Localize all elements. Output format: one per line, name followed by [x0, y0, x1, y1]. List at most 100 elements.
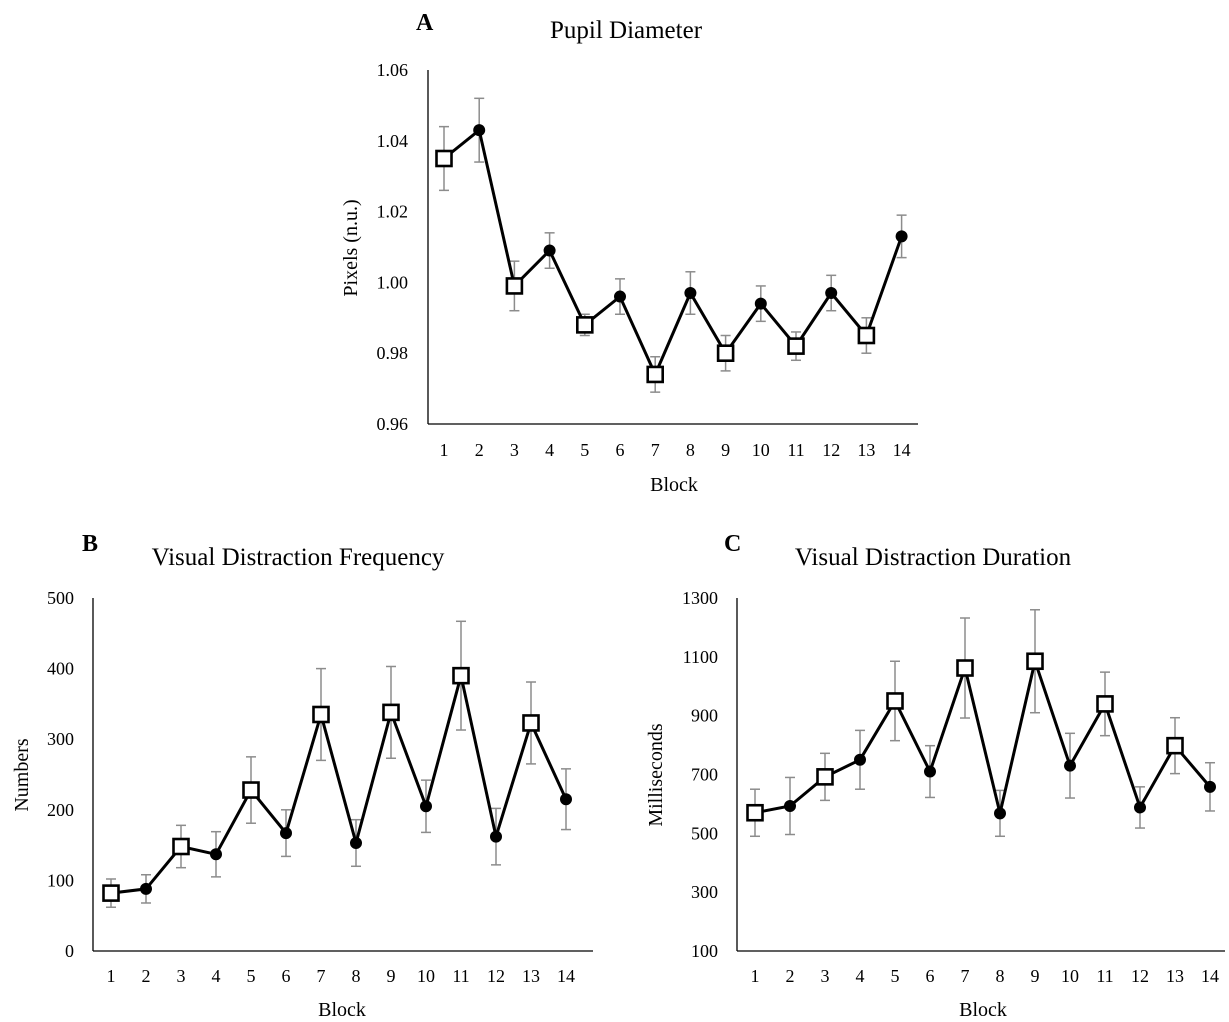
panel-b-x-tick-label: 13 [522, 966, 540, 986]
panel-b-x-tick-label: 9 [387, 966, 396, 986]
panel-c-data-point-filled-circle [924, 765, 936, 778]
panel-c-data-point-open-square [1026, 652, 1044, 671]
panel-c-x-axis-label: Block [959, 999, 1007, 1021]
panel-b-y-tick-label: 400 [47, 659, 74, 679]
panel-a-x-tick-label: 9 [721, 440, 730, 460]
panel-c-error-bars [750, 609, 1215, 838]
panel-a-x-tick-label: 11 [787, 440, 804, 460]
panel-b-data-point-filled-circle [490, 830, 502, 843]
panel-c-letter: C [724, 531, 741, 557]
panel-c-data-point-filled-circle [1064, 759, 1076, 772]
panel-a-y-tick-label: 1.06 [377, 60, 409, 80]
panel-b-x-tick-label: 2 [142, 966, 151, 986]
panel-b-x-tick-label: 8 [352, 966, 361, 986]
panel-c-x-tick-label: 13 [1166, 966, 1184, 986]
panel-c-title: Visual Distraction Duration [795, 544, 1072, 571]
panel-a-x-tick-label: 1 [440, 440, 449, 460]
panel-a-x-tick-label: 4 [545, 440, 554, 460]
panel-a-data-point-open-square [575, 316, 594, 334]
panel-a-axes [427, 70, 918, 425]
panel-b-letter: B [82, 531, 98, 557]
panel-a-data-point-filled-circle [473, 124, 486, 137]
panel-a-ticks: 0.960.981.001.021.041.061 2 3 4 5 6 7 8 9 10 11 12 1… [377, 60, 911, 460]
panel-b-x-tick-label: 6 [282, 966, 291, 986]
panel-a-series-line [443, 127, 904, 379]
panel-a-data-point-open-square [646, 365, 665, 384]
panel-a-data-point-filled-circle [825, 287, 838, 300]
panel-a-x-tick-label: 3 [510, 440, 519, 460]
panel-a-data-point-open-square [857, 326, 876, 345]
panel-a-x-tick-label: 7 [651, 440, 660, 460]
panel-c-y-tick-label: 1300 [682, 588, 718, 608]
panel-a-x-tick-label: 6 [616, 440, 625, 460]
panel-c-x-tick-label: 14 [1201, 966, 1219, 986]
panel-b-data-point-filled-circle [560, 793, 572, 806]
panel-c-data-point-open-square [816, 768, 834, 786]
panel-a-x-tick-label: 14 [893, 440, 911, 460]
panel-c-y-axis-label: Milliseconds [645, 723, 667, 827]
panel-b-data-point-filled-circle [350, 836, 362, 849]
panel-c-x-tick-label: 5 [891, 966, 900, 986]
panel-b-data-point-filled-circle [210, 848, 222, 861]
panel-b-series-polyline [110, 675, 568, 895]
panel-c-markers [746, 652, 1216, 822]
panel-a-data-point-open-square [787, 337, 805, 355]
panel-c-x-tick-label: 8 [996, 966, 1005, 986]
panel-b-x-tick-label: 10 [417, 966, 435, 986]
panel-a-y-tick-label: 1.04 [377, 131, 409, 151]
panel-b-visual-distraction-frequency: B Visual Distraction Frequency Numbers B… [11, 531, 593, 1021]
panel-a-x-axis-label: Block [650, 474, 698, 496]
panel-a-data-point-filled-circle [684, 287, 697, 300]
panel-c-y-tick-label: 1100 [683, 647, 718, 667]
panel-b-data-point-open-square [452, 666, 470, 685]
panel-c-x-tick-label: 9 [1031, 966, 1040, 986]
panel-c-visual-distraction-duration: C Visual Distraction Duration Millisecon… [645, 531, 1225, 1021]
panel-a-x-tick-label: 8 [686, 440, 695, 460]
panel-a-data-point-open-square [505, 277, 524, 295]
panel-b-data-point-filled-circle [140, 882, 152, 895]
panel-b-data-point-open-square [172, 837, 190, 856]
panel-b-x-tick-label: 5 [247, 966, 256, 986]
panel-a-x-tick-label: 13 [857, 440, 875, 460]
panel-b-y-axis-label: Numbers [11, 738, 33, 812]
panel-c-x-tick-label: 12 [1131, 966, 1149, 986]
panel-c-y-tick-label: 700 [691, 765, 718, 785]
panel-b-data-point-open-square [382, 703, 400, 722]
panel-c-x-tick-label: 1 [751, 966, 760, 986]
panel-b-error-bars [106, 620, 571, 908]
panel-b-data-point-filled-circle [280, 827, 292, 840]
panel-c-axes [736, 598, 1225, 952]
panel-c-data-point-open-square [746, 803, 764, 822]
panel-b-data-point-open-square [102, 884, 120, 902]
panel-b-y-tick-label: 0 [65, 941, 74, 961]
panel-a-data-point-filled-circle [543, 244, 556, 257]
panel-a-x-tick-label: 5 [580, 440, 589, 460]
panel-c-x-tick-label: 6 [926, 966, 935, 986]
panel-a-x-tick-label: 10 [752, 440, 770, 460]
panel-b-y-tick-label: 300 [47, 729, 74, 749]
panel-b-x-tick-label: 7 [317, 966, 326, 986]
panel-b-title: Visual Distraction Frequency [152, 544, 445, 571]
panel-b-data-point-open-square [242, 781, 260, 799]
panel-c-data-point-open-square [886, 692, 904, 710]
panel-a-letter: A [416, 10, 434, 36]
panel-c-y-tick-label: 500 [691, 823, 718, 843]
panel-a-pupil-diameter: A Pupil Diameter Pixels (n.u.) Block 0.9… [340, 10, 918, 496]
panel-a-y-axis-label: Pixels (n.u.) [340, 199, 362, 296]
panel-c-x-tick-label: 3 [821, 966, 830, 986]
panel-c-data-point-filled-circle [854, 753, 866, 766]
panel-a-data-point-open-square [435, 149, 453, 168]
panel-b-y-tick-label: 500 [47, 588, 74, 608]
panel-a-y-tick-label: 1.00 [377, 272, 409, 292]
panel-a-error-bars [439, 97, 907, 393]
panel-a-data-point-filled-circle [895, 230, 908, 243]
panel-a-markers [435, 124, 908, 384]
panel-c-x-tick-label: 11 [1096, 966, 1113, 986]
panel-b-x-tick-label: 1 [107, 966, 116, 986]
panel-c-y-tick-label: 900 [691, 706, 718, 726]
panel-b-x-tick-label: 3 [177, 966, 186, 986]
panel-c-data-point-open-square [1166, 736, 1184, 755]
panel-b-data-point-filled-circle [420, 800, 432, 813]
